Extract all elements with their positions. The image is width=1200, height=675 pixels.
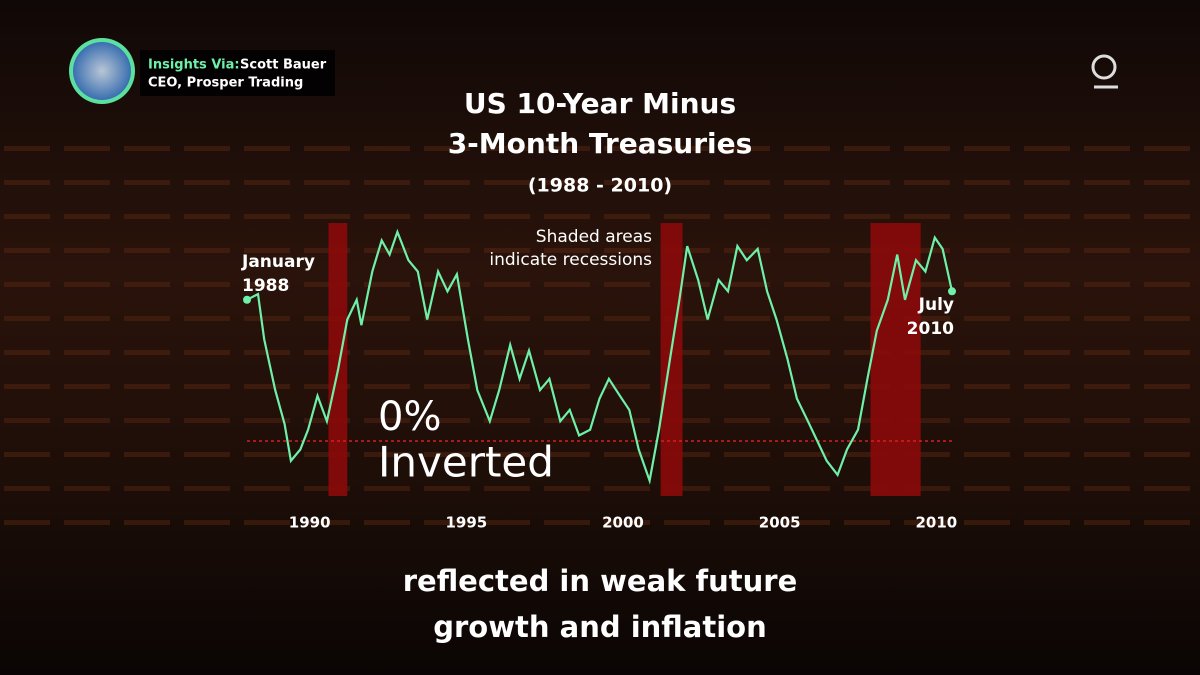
end-dot — [243, 295, 251, 304]
end-label: July — [918, 295, 954, 315]
chart-subtitle: (1988 - 2010) — [528, 175, 672, 197]
caption: reflected in weak future — [403, 564, 798, 598]
name-box — [140, 50, 335, 96]
chart-title: US 10-Year Minus — [464, 87, 736, 120]
recession-band — [660, 223, 683, 496]
x-tick-label: 2000 — [602, 514, 644, 532]
caption: growth and inflation — [433, 610, 766, 644]
recession-band — [328, 223, 348, 496]
annotation-inverted: Inverted — [378, 438, 554, 487]
start-label: 1988 — [242, 276, 289, 296]
header-role: CEO, Prosper Trading — [148, 76, 303, 91]
chart-title: 3-Month Treasuries — [448, 127, 753, 160]
header-name: Scott Bauer — [240, 58, 327, 73]
x-tick-label: 2010 — [915, 514, 957, 532]
recession-note: indicate recessions — [489, 250, 652, 270]
x-tick-label: 1995 — [445, 514, 487, 532]
x-tick-label: 1990 — [289, 514, 331, 532]
background-texture — [0, 120, 1200, 540]
x-tick-label: 2005 — [759, 514, 801, 532]
start-label: January — [241, 252, 315, 272]
avatar — [73, 42, 131, 100]
line — [246, 228, 954, 485]
y-tick-label: 0% — [378, 394, 441, 440]
recession-band — [870, 223, 921, 496]
recession-note: Shaded areas — [536, 227, 652, 247]
end-label: 2010 — [907, 319, 954, 339]
end-dot — [948, 287, 956, 296]
logo — [1091, 54, 1118, 89]
header-label: Insights Via: — [148, 58, 240, 73]
